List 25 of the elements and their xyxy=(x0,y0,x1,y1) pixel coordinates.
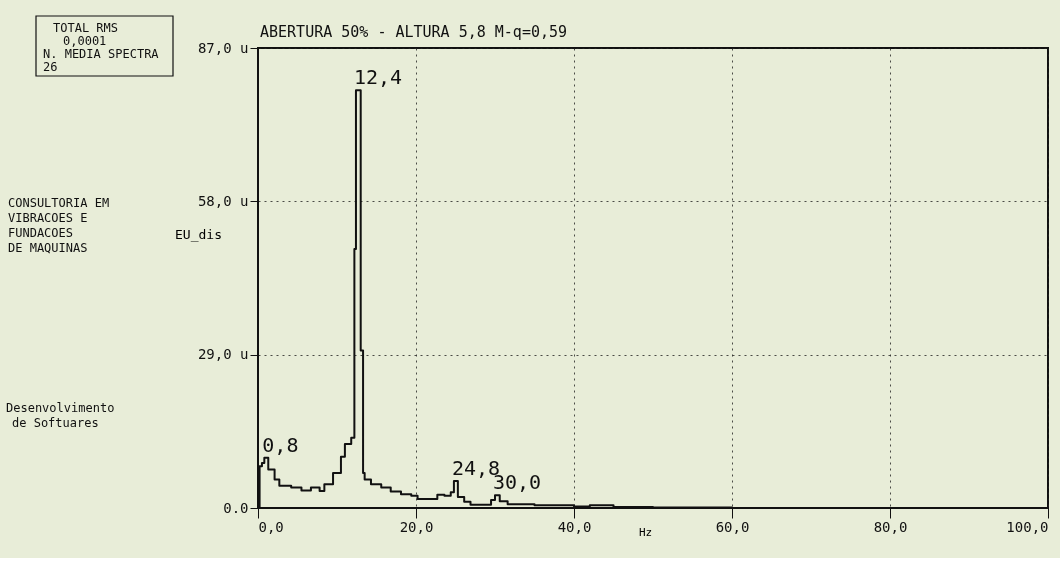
text: CONSULTORIA EM xyxy=(8,196,110,210)
text: 26 xyxy=(43,60,58,74)
text: de Softuares xyxy=(12,416,99,430)
x-tick-label: 20,0 xyxy=(399,518,434,535)
y-tick-label: 87,0 u xyxy=(197,39,249,56)
x-tick-label: 80,0 xyxy=(873,518,908,535)
x-tick-label: 60,0 xyxy=(715,518,750,535)
annotation: 12,4 xyxy=(353,65,403,90)
annotation: 0,8 xyxy=(262,432,299,457)
x-tick-label: 0,0 xyxy=(258,518,284,535)
y-tick-label: 58,0 u xyxy=(197,192,249,209)
text: FUNDACOES xyxy=(8,226,74,240)
text: TOTAL RMS xyxy=(53,21,119,35)
y-tick-label: 29,0 u xyxy=(197,346,249,363)
x-tick-label: 100,0 xyxy=(1006,518,1049,535)
text: VIBRACOES E xyxy=(8,211,88,225)
text: 0,0001 xyxy=(63,34,107,48)
text: N. MEDIA SPECTRA xyxy=(43,47,160,61)
text: Desenvolvimento xyxy=(6,401,115,415)
y-axis-title: EU_dis xyxy=(175,226,222,242)
y-tick-label: 0.0 xyxy=(223,499,249,516)
x-tick-label: 40,0 xyxy=(557,518,592,535)
text: DE MAQUINAS xyxy=(8,241,88,255)
chart-title: ABERTURA 50% - ALTURA 5,8 M-q=0,59 xyxy=(260,23,568,41)
x-axis-title: Hz xyxy=(638,525,653,539)
